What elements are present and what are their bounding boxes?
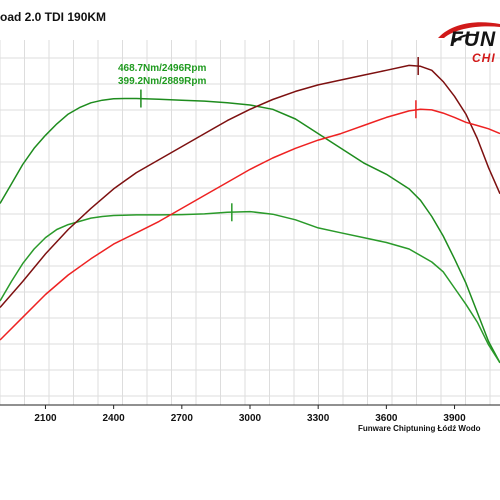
chart-grid <box>0 40 500 405</box>
logo-subtext: CHI <box>472 51 496 65</box>
series-line-3 <box>0 64 500 308</box>
brand-logo: FUN CHI <box>398 8 500 68</box>
chart-title: oad 2.0 TDI 190KM <box>0 10 107 24</box>
x-axis-ticks: 2100 2400 2700 3000 3300 3600 3900 <box>34 405 466 424</box>
x-tick-label: 3000 <box>239 413 262 424</box>
x-tick-label: 3600 <box>375 413 398 424</box>
x-tick-label: 2700 <box>171 413 194 424</box>
annotation-power: 399.2Nm/2889Rpm <box>118 76 207 87</box>
chart-markers <box>140 57 419 222</box>
peak-annotation: 468.7Nm/2496Rpm 399.2Nm/2889Rpm <box>118 62 206 88</box>
series-line-1 <box>0 97 500 364</box>
series-line-2 <box>0 210 500 364</box>
series-line-4 <box>0 108 500 341</box>
logo-wordmark: FUN <box>450 28 497 51</box>
x-tick-label: 3900 <box>443 413 466 424</box>
x-tick-label: 2100 <box>34 413 57 424</box>
x-tick-label: 2400 <box>103 413 126 424</box>
x-tick-label: 3300 <box>307 413 330 424</box>
footer-credit: Funware Chiptuning Łódź Wodo <box>358 424 481 433</box>
annotation-torque: 468.7Nm/2496Rpm <box>118 63 207 74</box>
logo-swoosh-icon <box>438 22 500 43</box>
chart-series <box>0 64 500 364</box>
